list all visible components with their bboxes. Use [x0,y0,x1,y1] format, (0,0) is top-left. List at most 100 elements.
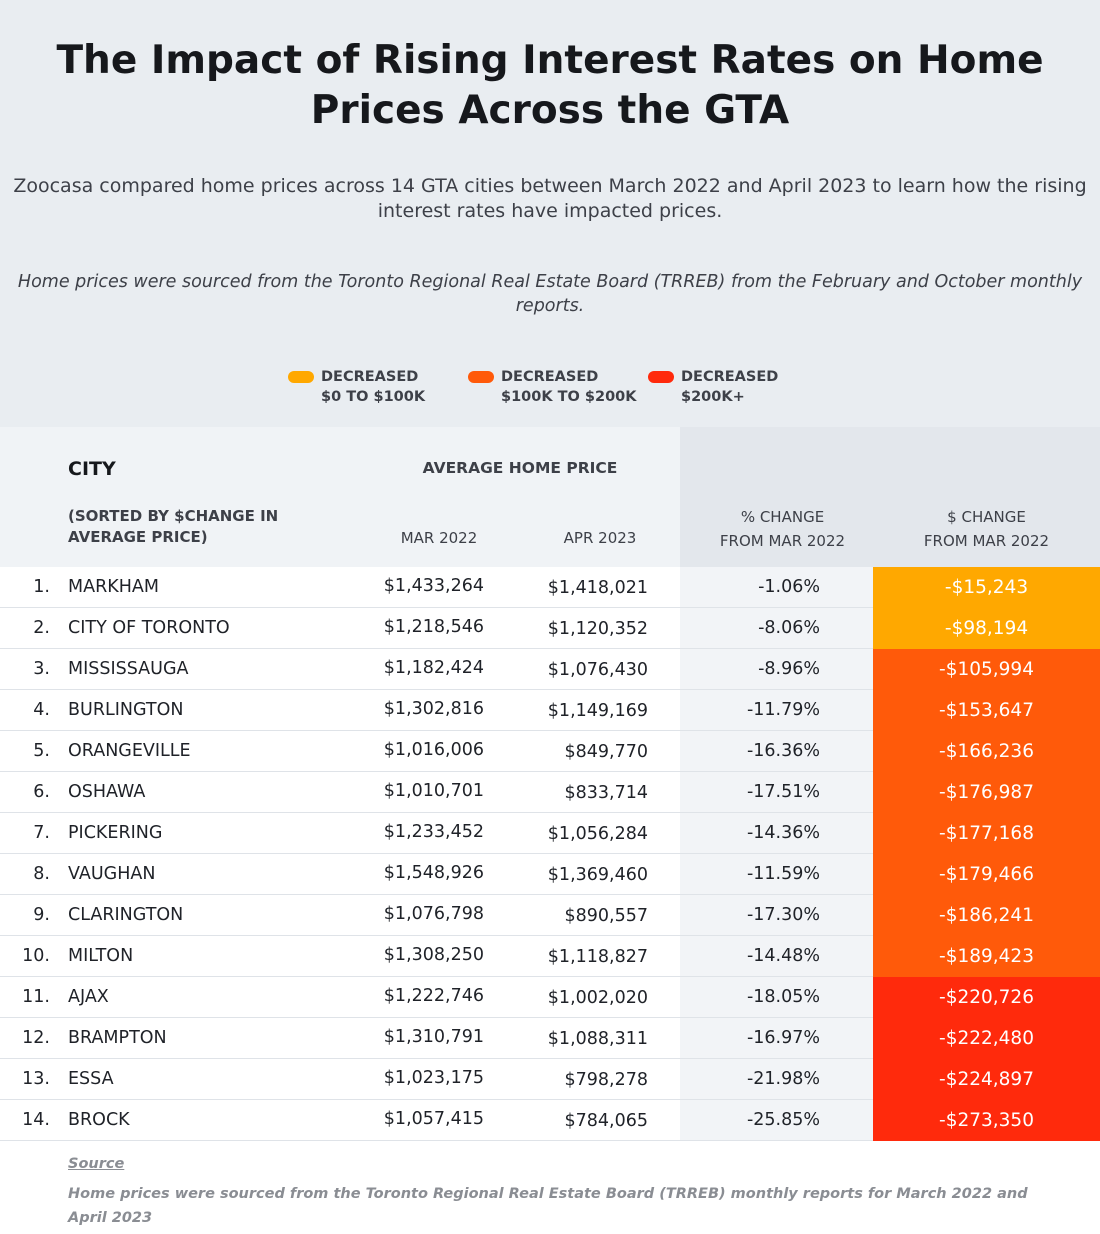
dollar-change-cell: -$179,466 [873,854,1100,895]
source-label: Source [68,1156,125,1172]
dollar-change-cell: -$177,168 [873,813,1100,854]
legend-label-high-line2: $200K+ [681,389,745,405]
rank-cell: 6. [33,782,50,802]
rank-cell: 2. [33,618,50,638]
city-cell: CITY OF TORONTO [68,618,230,638]
legend-label-low: DECREASED $0 TO $100K [321,367,425,407]
legend-swatch-mid [468,371,494,383]
percent-change-cell: -17.30% [746,905,820,925]
percent-change-cell: -25.85% [746,1110,820,1130]
mar-2022-price-cell: $1,016,006 [383,740,484,760]
percent-change-line2: FROM MAR 2022 [719,532,846,550]
rank-cell: 12. [22,1028,50,1048]
legend-label-low-line1: DECREASED [321,369,419,385]
legend-swatch-high [648,371,674,383]
rank-cell: 9. [33,905,50,925]
apr-2023-price-cell: $1,118,827 [547,947,648,967]
dollar-change-cell: -$220,726 [873,977,1100,1018]
apr-2023-price-cell: $1,076,430 [547,660,648,680]
column-header-mar-2022: MAR 2022 [400,529,478,547]
percent-change-band [680,567,873,1141]
page-subtitle: Zoocasa compared home prices across 14 G… [13,175,1087,222]
dollar-change-cell: -$224,897 [873,1059,1100,1100]
table-row: 1. MARKHAM $1,433,264 $1,418,021 -1.06% -$15,… [0,567,1100,608]
data-note: Home prices were sourced from the Toront… [17,272,1083,316]
legend-label-low-line2: $0 TO $100K [321,389,426,405]
percent-change-cell: -14.36% [746,823,820,843]
apr-2023-price-cell: $1,120,352 [547,619,648,639]
mar-2022-price-cell: $1,310,791 [383,1027,484,1047]
city-cell: PICKERING [68,823,163,843]
city-cell: BRAMPTON [68,1028,167,1048]
city-cell: CLARINGTON [68,905,184,925]
table-row: 12. BRAMPTON $1,310,791 $1,088,311 -16.97% -$… [0,1018,1100,1059]
page-title: The Impact of Rising Interest Rates on H… [56,38,1044,133]
table-row: 9. CLARINGTON $1,076,798 $890,557 -17.30% -$1… [0,895,1100,936]
dollar-change-cell: -$222,480 [873,1018,1100,1059]
table-row: 8. VAUGHAN $1,548,926 $1,369,460 -11.59% -$17… [0,854,1100,895]
column-header-sort-note: (SORTED BY $CHANGE IN AVERAGE PRICE) [68,506,278,548]
percent-change-cell: -8.96% [758,659,820,679]
apr-2023-price-cell: $798,278 [564,1070,648,1090]
rank-cell: 11. [22,987,50,1007]
apr-2023-price-cell: $1,369,460 [547,865,648,885]
rank-cell: 5. [33,741,50,761]
table-row: 11. AJAX $1,222,746 $1,002,020 -18.05% -$220,… [0,977,1100,1018]
percent-change-cell: -11.79% [746,700,820,720]
header-panel: The Impact of Rising Interest Rates on H… [0,0,1100,427]
table-header: CITY (SORTED BY $CHANGE IN AVERAGE PRICE… [0,427,1100,567]
table-row: 13. ESSA $1,023,175 $798,278 -21.98% -$224,89… [0,1059,1100,1100]
city-cell: BURLINGTON [68,700,184,720]
rank-cell: 13. [22,1069,50,1089]
mar-2022-price-cell: $1,182,424 [383,658,484,678]
percent-change-cell: -11.59% [746,864,820,884]
legend-label-mid-line2: $100K TO $200K [501,389,637,405]
apr-2023-price-cell: $890,557 [564,906,648,926]
mar-2022-price-cell: $1,076,798 [383,904,484,924]
percent-change-cell: -18.05% [746,987,820,1007]
city-cell: VAUGHAN [68,864,156,884]
mar-2022-price-cell: $1,023,175 [383,1068,484,1088]
dollar-change-cell: -$186,241 [873,895,1100,936]
column-header-dollar-change: $ CHANGE FROM MAR 2022 [873,505,1100,553]
table-row: 3. MISSISSAUGA $1,182,424 $1,076,430 -8.96% -… [0,649,1100,690]
apr-2023-price-cell: $1,056,284 [547,824,648,844]
sort-note-line1: (SORTED BY $CHANGE IN [68,507,279,525]
legend-label-high-line1: DECREASED [681,369,779,385]
mar-2022-price-cell: $1,233,452 [383,822,484,842]
mar-2022-price-cell: $1,308,250 [383,945,484,965]
percent-change-cell: -1.06% [758,577,820,597]
percent-change-cell: -16.36% [746,741,820,761]
percent-change-cell: -14.48% [746,946,820,966]
source-text: Home prices were sourced from the Toront… [68,1186,1028,1226]
legend-swatch-low [288,371,314,383]
mar-2022-price-cell: $1,302,816 [383,699,484,719]
table-row: 10. MILTON $1,308,250 $1,118,827 -14.48% -$18… [0,936,1100,977]
rank-cell: 1. [33,577,50,597]
sort-note-line2: AVERAGE PRICE) [68,528,208,546]
rank-cell: 3. [33,659,50,679]
mar-2022-price-cell: $1,218,546 [383,617,484,637]
city-cell: ORANGEVILLE [68,741,191,761]
dollar-change-cell: -$153,647 [873,690,1100,731]
table-row: 7. PICKERING $1,233,452 $1,056,284 -14.36% -$… [0,813,1100,854]
city-cell: MARKHAM [68,577,159,597]
dollar-change-cell: -$273,350 [873,1100,1100,1141]
mar-2022-price-cell: $1,433,264 [383,576,484,596]
rank-cell: 14. [22,1110,50,1130]
table-row: 4. BURLINGTON $1,302,816 $1,149,169 -11.79% -… [0,690,1100,731]
column-header-percent-change: % CHANGE FROM MAR 2022 [680,505,885,553]
apr-2023-price-cell: $1,149,169 [547,701,648,721]
city-cell: BROCK [68,1110,130,1130]
table-row: 5. ORANGEVILLE $1,016,006 $849,770 -16.36% -$… [0,731,1100,772]
legend-label-high: DECREASED $200K+ [681,367,778,407]
dollar-change-cell: -$105,994 [873,649,1100,690]
apr-2023-price-cell: $849,770 [564,742,648,762]
city-cell: AJAX [68,987,109,1007]
apr-2023-price-cell: $1,088,311 [547,1029,648,1049]
rank-cell: 8. [33,864,50,884]
dollar-change-cell: -$15,243 [873,567,1100,608]
mar-2022-price-cell: $1,010,701 [383,781,484,801]
dollar-change-cell: -$189,423 [873,936,1100,977]
mar-2022-price-cell: $1,222,746 [383,986,484,1006]
